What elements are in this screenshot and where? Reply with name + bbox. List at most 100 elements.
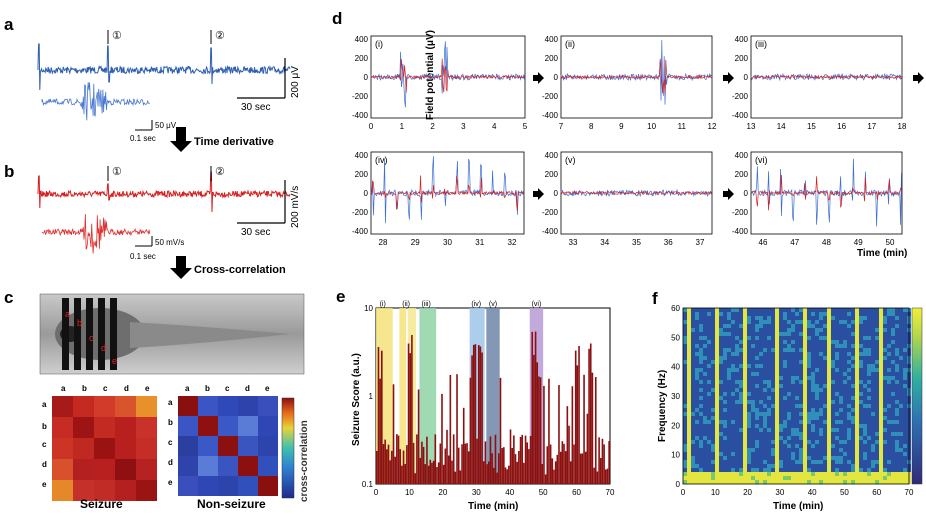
f-cell [691,412,695,416]
e-bar [482,461,485,484]
f-cell [795,320,799,324]
f-cell [703,480,707,484]
f-cell [831,340,835,344]
f-cell [819,416,823,420]
f-cell [739,388,743,392]
f-cell [871,460,875,464]
f-cell [827,324,831,328]
e-bar [397,435,400,484]
f-cell [855,460,859,464]
f-cell [787,460,791,464]
f-cell [883,316,887,320]
f-cell [775,384,779,388]
f-cell [803,448,807,452]
f-cell [819,356,823,360]
f-cell [871,316,875,320]
f-cell [707,424,711,428]
f-cell [759,340,763,344]
f-cell [895,352,899,356]
f-cell [871,416,875,420]
f-cell [823,456,827,460]
f-cell [739,372,743,376]
f-cell [787,308,791,312]
f-cell [803,396,807,400]
f-cell [727,384,731,388]
f-cell [723,436,727,440]
inset-scale-t-b: 0.1 sec [130,252,156,261]
d-xtick: 0 [369,122,374,131]
f-cell [823,468,827,472]
f-cell [699,464,703,468]
f-cell [831,336,835,340]
f-cell [775,380,779,384]
d-xtick: 14 [777,122,786,131]
f-cell [787,476,791,480]
f-cell [819,420,823,424]
f-cell [763,464,767,468]
f-cell [827,348,831,352]
f-cell [711,428,715,432]
f-cell [779,332,783,336]
f-cell [747,332,751,336]
f-cell [775,348,779,352]
f-cell [795,412,799,416]
f-cell [843,436,847,440]
f-cell [847,400,851,404]
f-cell [903,480,907,484]
f-cell [759,308,763,312]
f-cell [803,384,807,388]
f-cell [755,384,759,388]
f-cell [747,400,751,404]
f-cell [883,364,887,368]
f-cell [867,336,871,340]
f-cell [751,308,755,312]
panel-letter-a: a [4,15,14,34]
f-cell [759,436,763,440]
f-cell [835,480,839,484]
f-cell [815,420,819,424]
d-ytick: -200 [542,208,559,217]
f-cell [851,360,855,364]
f-cell [883,348,887,352]
f-cell [731,384,735,388]
f-cell [723,412,727,416]
f-cell [815,460,819,464]
e-bar [486,464,488,484]
f-cell [707,436,711,440]
f-cell [739,468,743,472]
f-cell [779,452,783,456]
f-cell [755,436,759,440]
f-cell [727,416,731,420]
f-cell [843,320,847,324]
f-cell [763,340,767,344]
f-cell [791,456,795,460]
f-cell [887,440,891,444]
f-cell [763,440,767,444]
f-cell [891,428,895,432]
e-bar [548,378,550,484]
f-cell [759,348,763,352]
f-cell [867,452,871,456]
f-cell [839,396,843,400]
f-cell [831,312,835,316]
f-cell [691,324,695,328]
f-cell [715,340,719,344]
f-cell [727,392,731,396]
f-cell [751,424,755,428]
f-cell [715,408,719,412]
f-cell [715,476,719,480]
f-cell [883,416,887,420]
f-cell [887,320,891,324]
f-cell [683,388,687,392]
f-cell [839,480,843,484]
d-trace-red [560,58,712,94]
f-cell [695,356,699,360]
f-cell [699,332,703,336]
f-cell [791,412,795,416]
f-cell [859,332,863,336]
f-cell [847,312,851,316]
f-cell [787,336,791,340]
f-cell [787,472,791,476]
f-cell [683,368,687,372]
f-cell [703,472,707,476]
